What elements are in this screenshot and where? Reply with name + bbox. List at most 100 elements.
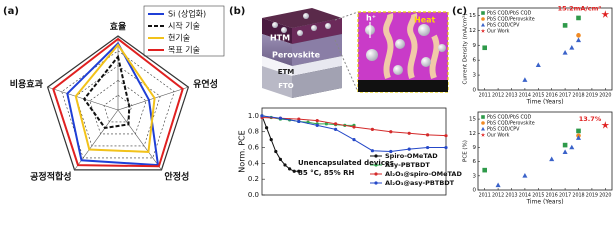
point [576, 128, 581, 134]
annotation: 85 °C, 85% RH [298, 169, 354, 177]
point [549, 156, 555, 162]
x-tick-label: 2016 [546, 193, 558, 199]
legend-label: Al₂O₃@asy-PBTBDT [385, 179, 455, 187]
point [278, 116, 282, 120]
legend-marker [374, 181, 378, 185]
point [292, 169, 296, 173]
y-tick-label: 6 [473, 159, 477, 165]
layer-label: ETM [278, 68, 295, 76]
axis-label: 비용효과 [10, 78, 44, 90]
x-tick-label: 2014 [519, 193, 531, 199]
point [601, 10, 610, 18]
grid-ring [103, 94, 133, 123]
y-tick-label: 12 [469, 28, 476, 34]
point [283, 163, 287, 167]
legend-marker [374, 163, 378, 167]
legend-label: PbS CQD/Perovskite [487, 17, 535, 23]
point [482, 45, 487, 51]
point [522, 173, 528, 178]
point [562, 49, 568, 55]
y-tick-label: 0.6 [248, 144, 260, 152]
y-axis-label: Current Density (mA/cm²) [462, 14, 469, 85]
x-tick-label: 2017 [559, 193, 571, 199]
y-tick-label: 1.0 [248, 112, 259, 120]
point [562, 23, 568, 28]
legend-label: Our Work [487, 29, 510, 35]
panel-label: (c) [452, 6, 467, 17]
point [407, 147, 411, 151]
grid-ring [61, 50, 175, 159]
radar-axis [47, 86, 119, 111]
y-tick-label: 0.0 [248, 191, 259, 199]
point [315, 119, 319, 123]
point [324, 122, 328, 126]
y-tick-label: 12 [469, 131, 476, 137]
x-tick-label: 2019 [586, 93, 598, 99]
grid-ring [75, 65, 161, 147]
layer-label: FTO [278, 82, 294, 90]
legend-label: PbS CQD/PbS CQD [487, 115, 532, 121]
point [601, 121, 610, 129]
legend-marker [481, 115, 485, 119]
y-tick-label: 15 [469, 13, 476, 19]
legend-marker [481, 22, 485, 27]
point [522, 77, 528, 82]
point [269, 138, 273, 142]
point [569, 144, 575, 150]
x-tick-label: 2013 [505, 193, 517, 199]
layer-label: HTM [270, 34, 290, 43]
point [334, 127, 338, 131]
y-axis-label: Norm. PCE [238, 130, 247, 172]
legend-marker [374, 154, 378, 158]
y-tick-label: 9 [473, 43, 477, 49]
point [352, 125, 356, 129]
point [535, 62, 541, 67]
x-tick-label: 2020 [599, 193, 611, 199]
annotation: 15.2mA/cm² [558, 4, 602, 12]
device-schematic: HTM Perovskite ETM FTO [262, 8, 342, 98]
y-tick-label: 9 [473, 145, 477, 151]
x-tick-label: 2012 [492, 193, 504, 199]
point [297, 169, 301, 173]
zoom-label: Heat [414, 16, 436, 25]
point [482, 167, 487, 173]
point [576, 33, 581, 38]
point [297, 117, 301, 121]
point [297, 119, 301, 124]
legend-label: 시작 기술 [168, 21, 200, 31]
legend-marker [480, 132, 486, 137]
radar-axis [117, 109, 162, 171]
annotation: Unencapsulated devices [298, 159, 394, 167]
legend-box [143, 5, 225, 57]
radar-series [74, 43, 156, 153]
point [278, 157, 282, 162]
x-tick-label: 2017 [559, 93, 571, 99]
x-tick-label: 2015 [532, 93, 544, 99]
point [569, 44, 575, 50]
point [265, 126, 269, 130]
x-tick-label: 2020 [599, 93, 611, 99]
x-tick-label: 2018 [572, 193, 584, 199]
series-line [261, 115, 299, 172]
legend-label: Si (상업화) [168, 9, 206, 19]
point [389, 130, 393, 134]
axis-label: 효율 [110, 21, 127, 33]
y-tick-label: 3 [473, 173, 477, 179]
legend-marker [374, 172, 378, 176]
point [370, 127, 374, 131]
radar-series [52, 37, 184, 168]
point [334, 122, 338, 126]
plot-frame [477, 111, 613, 191]
legend-label: PbS CQD/CPV [487, 127, 520, 133]
x-tick-label: 2013 [505, 93, 517, 99]
point [274, 149, 278, 154]
y-tick-label: 0 [473, 188, 477, 194]
y-tick-label: 0.8 [248, 128, 259, 136]
x-tick-label: 2011 [479, 93, 491, 99]
legend-label: PbS CQD/PbS CQD [487, 11, 532, 17]
x-tick-label: 2019 [586, 193, 598, 199]
zoom-label: h⁺ [366, 14, 376, 23]
x-tick-label: 2012 [492, 93, 504, 99]
x-axis-label: Time (Years) [525, 199, 563, 206]
legend-marker [480, 28, 486, 33]
